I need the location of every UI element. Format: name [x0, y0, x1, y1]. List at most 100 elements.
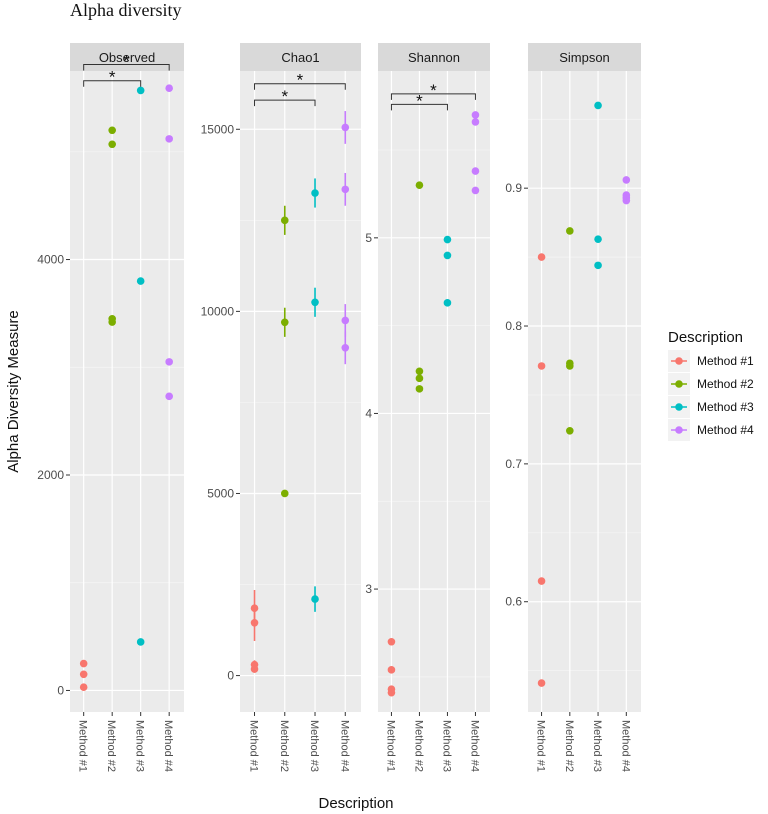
- x-tick-label: Method #3: [308, 720, 320, 772]
- panel-title: Simpson: [559, 50, 610, 65]
- data-point: [165, 358, 173, 366]
- data-point: [415, 374, 424, 383]
- data-point: [537, 577, 546, 585]
- data-point: [415, 181, 424, 189]
- x-tick-label: Method #1: [77, 720, 89, 772]
- significance-star: *: [416, 91, 423, 110]
- data-point: [471, 118, 480, 126]
- data-point: [387, 688, 396, 697]
- panel-simpson: Simpson 0.6 0.7 0.8 0.9 Method #1 Method #2 Met…: [505, 43, 641, 772]
- plot-background: [240, 71, 361, 712]
- data-point: [311, 189, 319, 197]
- data-point: [250, 618, 259, 627]
- x-tick-label: Method #2: [278, 720, 290, 772]
- panel-title: Chao1: [281, 50, 319, 65]
- x-tick-label: Method #1: [384, 720, 396, 772]
- data-point: [566, 362, 574, 370]
- plot-background: [70, 71, 184, 712]
- x-tick-label: Method #2: [563, 720, 575, 772]
- data-point: [566, 227, 574, 235]
- data-point: [622, 196, 631, 205]
- legend: Description Method #1 Method #2 Method #3 Me…: [668, 329, 754, 441]
- x-tick-label: Method #1: [248, 720, 260, 772]
- data-point: [280, 216, 289, 225]
- x-tick-label: Method #3: [134, 720, 146, 772]
- y-tick-label: 0.9: [505, 181, 522, 195]
- x-tick-label: Method #4: [338, 720, 350, 772]
- data-point: [537, 253, 546, 261]
- y-tick-label: 5000: [207, 486, 234, 500]
- data-point: [566, 426, 574, 435]
- y-tick-label: 0: [57, 683, 64, 697]
- data-point: [136, 277, 145, 285]
- significance-star: *: [297, 71, 304, 90]
- x-tick-label: Method #1: [535, 720, 547, 772]
- y-tick-label: 3: [365, 582, 372, 596]
- data-point: [311, 595, 319, 603]
- data-point: [622, 176, 631, 184]
- data-point: [443, 251, 452, 260]
- legend-label: Method #1: [697, 354, 754, 368]
- data-point: [280, 318, 289, 327]
- x-axis-title: Description: [318, 795, 393, 812]
- data-point: [280, 489, 289, 498]
- legend-label: Method #2: [697, 377, 754, 391]
- data-point: [79, 670, 88, 679]
- significance-bracket: [83, 80, 142, 87]
- x-tick-label: Method #4: [162, 720, 174, 772]
- significance-bracket: [254, 99, 316, 107]
- panel-shannon: Shannon 3 4 5 Method #1 Method #2 Method #3 Met…: [365, 43, 490, 772]
- panel-strip: [528, 43, 641, 71]
- data-point: [415, 367, 424, 376]
- data-point: [537, 362, 546, 370]
- data-point: [471, 167, 480, 175]
- panel-title: Shannon: [408, 50, 460, 65]
- legend-key-point: [675, 357, 683, 365]
- legend-label: Method #3: [697, 400, 754, 414]
- panel-observed: Observed 0 2000 4000 Method #1 Method #2 Metho…: [37, 43, 184, 772]
- x-tick-label: Method #3: [591, 720, 603, 772]
- data-point: [594, 261, 602, 270]
- data-point: [108, 318, 116, 326]
- data-point: [136, 638, 145, 646]
- y-tick-label: 10000: [201, 304, 235, 318]
- data-point: [387, 637, 396, 646]
- significance-star: *: [281, 87, 288, 106]
- data-point: [136, 86, 145, 95]
- panel-title: Observed: [99, 50, 155, 65]
- data-point: [443, 235, 452, 244]
- y-tick-label: 0.6: [505, 595, 522, 609]
- panel-strip: [70, 43, 184, 71]
- legend-key-point: [675, 426, 683, 434]
- panel-strip: [378, 43, 490, 71]
- data-point: [165, 392, 173, 401]
- data-point: [471, 111, 480, 119]
- y-tick-label: 4: [365, 406, 372, 420]
- y-axis-title: Alpha Diversity Measure: [5, 310, 22, 473]
- significance-bracket: [390, 103, 448, 111]
- significance-star: *: [430, 81, 437, 100]
- data-point: [79, 683, 88, 692]
- y-tick-label: 0.8: [505, 319, 522, 333]
- y-tick-label: 5: [365, 231, 372, 245]
- y-tick-label: 0: [227, 669, 234, 683]
- data-point: [108, 126, 116, 135]
- data-point: [341, 343, 350, 352]
- legend-key-point: [675, 403, 683, 411]
- x-tick-label: Method #4: [468, 720, 480, 772]
- y-tick-label: 0.7: [505, 457, 522, 471]
- data-point: [165, 135, 173, 143]
- data-point: [250, 665, 259, 673]
- significance-star: *: [123, 52, 130, 71]
- legend-title: Description: [668, 329, 743, 346]
- y-tick-label: 15000: [201, 122, 235, 136]
- figure-title: Alpha diversity: [70, 0, 182, 20]
- data-point: [415, 385, 424, 393]
- x-tick-label: Method #2: [105, 720, 117, 772]
- legend-label: Method #4: [697, 423, 754, 437]
- significance-bracket: [390, 93, 476, 100]
- data-point: [471, 186, 480, 195]
- y-tick-label: 2000: [37, 468, 64, 482]
- significance-star: *: [109, 68, 116, 87]
- data-point: [537, 679, 546, 687]
